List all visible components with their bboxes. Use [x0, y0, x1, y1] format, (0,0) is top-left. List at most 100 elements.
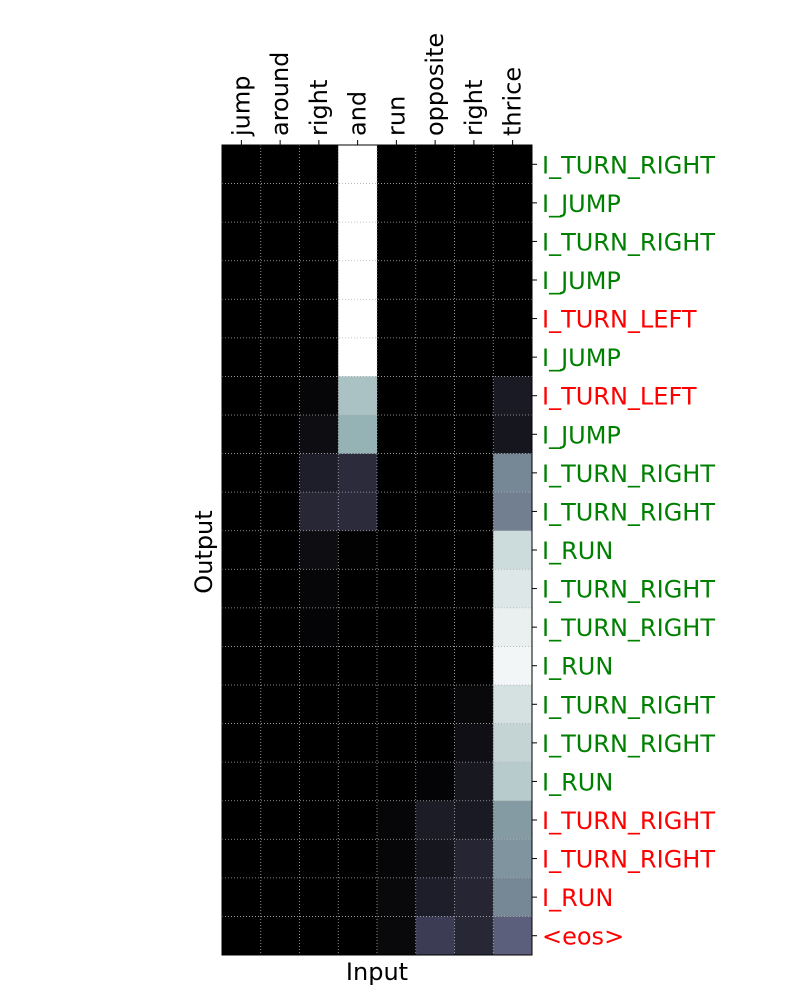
heatmap-cell: [415, 916, 455, 956]
heatmap-cell: [222, 723, 262, 763]
heatmap-cell: [338, 646, 378, 686]
heatmap-cell: [415, 607, 455, 647]
heatmap-cell: [338, 685, 378, 725]
y-tick-label: I_JUMP: [542, 421, 621, 449]
heatmap-cell: [299, 453, 339, 493]
heatmap-cell: [338, 800, 378, 840]
heatmap-cell: [454, 415, 494, 455]
heatmap-cell: [415, 646, 455, 686]
heatmap-cell: [493, 492, 533, 532]
heatmap-cell: [222, 337, 262, 377]
heatmap-cell: [260, 492, 300, 532]
heatmap-cell: [222, 222, 262, 262]
heatmap-cell: [260, 839, 300, 879]
heatmap-cell: [338, 299, 378, 339]
heatmap-cell: [454, 145, 494, 185]
heatmap-cell: [260, 145, 300, 185]
heatmap-cell: [454, 376, 494, 416]
heatmap-cell: [415, 299, 455, 339]
heatmap-cell: [222, 530, 262, 570]
heatmap-cell: [454, 723, 494, 763]
heatmap-cell: [338, 492, 378, 532]
heatmap-cell: [493, 415, 533, 455]
y-tick-label: I_RUN: [542, 537, 613, 565]
y-tick-label: I_RUN: [542, 653, 613, 681]
heatmap-cell: [299, 569, 339, 609]
heatmap-cell: [260, 916, 300, 956]
heatmap-cell: [493, 530, 533, 570]
heatmap-cell: [415, 145, 455, 185]
y-tick-label: I_TURN_RIGHT: [542, 498, 715, 526]
y-tick-label: I_TURN_RIGHT: [542, 614, 715, 642]
heatmap-cell: [299, 607, 339, 647]
heatmap-cell: [338, 916, 378, 956]
heatmap-cell: [222, 415, 262, 455]
heatmap-cell: [493, 145, 533, 185]
heatmap-cell: [222, 376, 262, 416]
heatmap-cell: [493, 800, 533, 840]
heatmap-cell: [338, 607, 378, 647]
heatmap-cell: [222, 569, 262, 609]
y-tick-label: I_JUMP: [542, 190, 621, 218]
x-tick-label: thrice: [499, 67, 527, 136]
heatmap-cell: [338, 877, 378, 917]
heatmap-cell: [454, 453, 494, 493]
heatmap-cell: [222, 145, 262, 185]
heatmap-cell: [338, 260, 378, 300]
heatmap-cell: [260, 183, 300, 223]
heatmap-cell: [377, 839, 417, 879]
heatmap-cell: [338, 415, 378, 455]
heatmap-cell: [493, 299, 533, 339]
heatmap-cell: [377, 569, 417, 609]
heatmap-cell: [222, 492, 262, 532]
x-axis-ticks: jump around right and run opposite right thrice: [227, 33, 527, 145]
heatmap-cell: [299, 183, 339, 223]
heatmap-cell: [260, 299, 300, 339]
heatmap-cell: [299, 685, 339, 725]
y-axis-title: Output: [190, 510, 218, 593]
heatmap-cell: [415, 453, 455, 493]
heatmap-cell: [377, 646, 417, 686]
heatmap-cell: [338, 723, 378, 763]
heatmap-cell: [222, 453, 262, 493]
heatmap-cell: [299, 839, 339, 879]
heatmap-cell: [299, 800, 339, 840]
heatmap-cell: [493, 685, 533, 725]
heatmap-cell: [415, 183, 455, 223]
heatmap-cell: [299, 492, 339, 532]
y-tick-label: I_TURN_LEFT: [542, 383, 697, 411]
heatmap-cell: [493, 183, 533, 223]
heatmap-cell: [415, 839, 455, 879]
heatmap-cell: [377, 183, 417, 223]
y-axis-ticks: I_TURN_RIGHT I_JUMP I_TURN_RIGHT I_JUMP I_TU…: [532, 151, 715, 951]
heatmap-cell: [299, 646, 339, 686]
y-tick-label: I_TURN_RIGHT: [542, 807, 715, 835]
heatmap-cell: [299, 916, 339, 956]
x-tick-label: around: [266, 52, 294, 136]
heatmap-cell: [415, 492, 455, 532]
heatmap-cell: [415, 376, 455, 416]
heatmap-cell: [299, 222, 339, 262]
y-tick-label: I_RUN: [542, 768, 613, 796]
heatmap-cell: [338, 839, 378, 879]
heatmap-cell: [299, 260, 339, 300]
heatmap-cell: [454, 685, 494, 725]
heatmap-cell: [260, 453, 300, 493]
y-tick-label: I_JUMP: [542, 344, 621, 372]
heatmap-cell: [415, 222, 455, 262]
heatmap-cell: [338, 762, 378, 802]
heatmap-cell: [377, 415, 417, 455]
heatmap-cell: [454, 877, 494, 917]
heatmap-cell: [377, 222, 417, 262]
heatmap-cell: [222, 877, 262, 917]
heatmap-cell: [377, 607, 417, 647]
heatmap-cell: [260, 376, 300, 416]
y-tick-label: I_TURN_RIGHT: [542, 846, 715, 874]
heatmap-cell: [493, 376, 533, 416]
heatmap-cell: [454, 299, 494, 339]
heatmap-cell: [338, 183, 378, 223]
heatmap-cell: [260, 762, 300, 802]
heatmap-cell: [299, 415, 339, 455]
heatmap-cell: [377, 762, 417, 802]
